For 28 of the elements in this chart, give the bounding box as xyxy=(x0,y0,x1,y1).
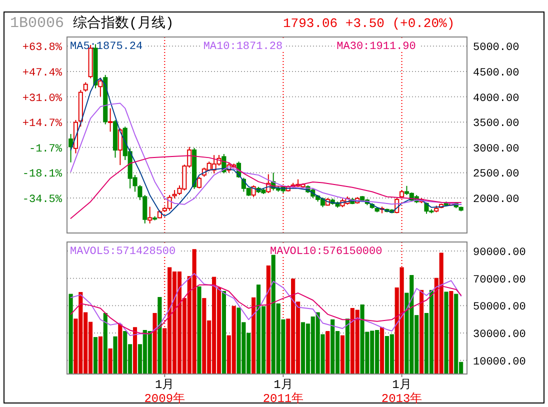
x-tick-label: 1月 2009年 xyxy=(144,378,186,406)
y-tick-label: 3000.00 xyxy=(473,143,520,156)
y2-tick-label: -18.1% xyxy=(22,168,62,181)
y2-tick-label: 70000.00 xyxy=(473,274,526,286)
x-tick-label: 1月 2013年 xyxy=(381,378,422,406)
chart-subtitle: 1793.06 +3.50 (+0.20%) xyxy=(283,16,455,31)
chart-title: 1B0006 综合指数(月线) xyxy=(10,15,174,32)
y2-tick-label: -34.5% xyxy=(22,194,62,206)
y-tick-label: 2000.00 xyxy=(473,194,520,206)
y-tick-label: 5000.00 xyxy=(473,42,520,54)
y-tick-label: 2500.00 xyxy=(473,168,520,181)
y2-tick-label: 90000.00 xyxy=(473,247,526,260)
y-tick-label: 4500.00 xyxy=(473,67,520,80)
y2-tick-label: 10000.00 xyxy=(473,356,526,368)
y2-tick-label: 50000.00 xyxy=(473,302,526,314)
y2-tick-label: +63.8% xyxy=(22,42,62,54)
text: MAVOL10:576150000 xyxy=(270,246,382,258)
text: MA30:1911.90 xyxy=(336,41,416,53)
y-tick-label: 4000.00 xyxy=(473,92,520,105)
y2-tick-label: +31.0% xyxy=(22,92,62,105)
text: MAVOL5:571428500 xyxy=(70,246,176,258)
y-tick-label: 3500.00 xyxy=(473,118,520,130)
y2-tick-label: +14.7% xyxy=(22,118,62,130)
y2-tick-label: -1.7% xyxy=(28,143,62,156)
y2-tick-label: +47.4% xyxy=(22,67,62,80)
text: MA10:1871.28 xyxy=(203,41,283,53)
x-tick-label: 1月 2011年 xyxy=(262,378,304,406)
y2-tick-label: 30000.00 xyxy=(473,329,526,342)
